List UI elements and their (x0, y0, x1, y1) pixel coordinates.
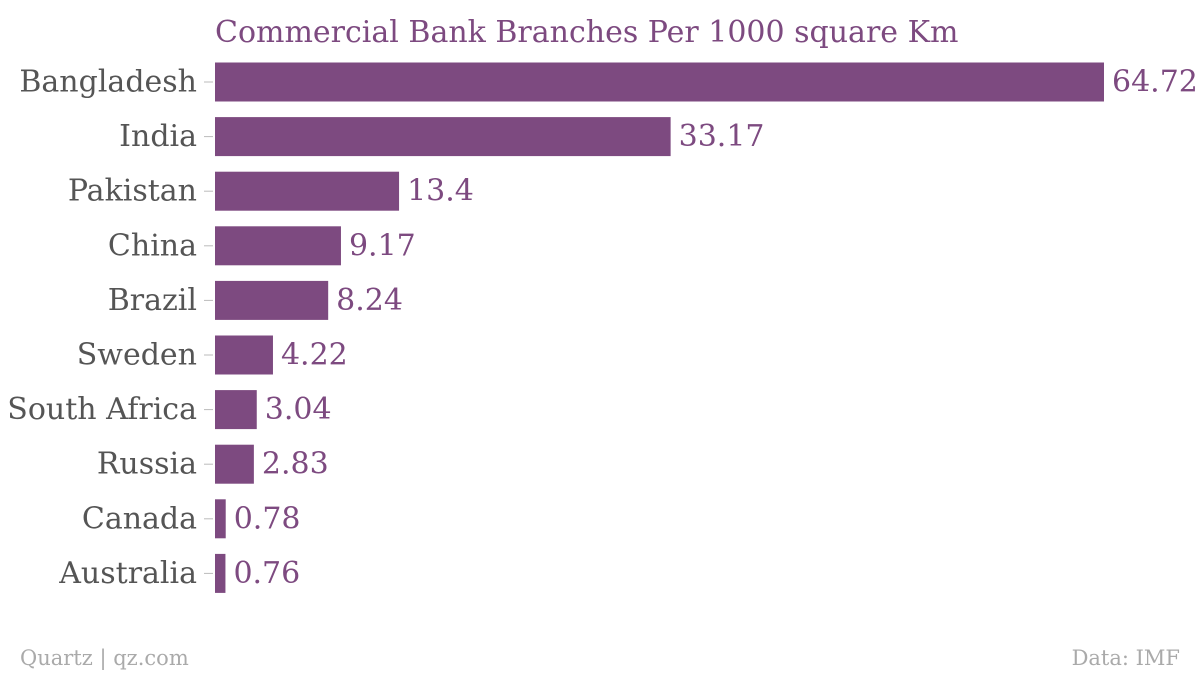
bar-brazil (215, 280, 329, 320)
category-label-australia: Australia (58, 556, 197, 591)
value-label-south-africa: 3.04 (265, 392, 332, 427)
bar-india (215, 117, 671, 157)
bar-russia (215, 444, 254, 484)
category-label-pakistan: Pakistan (68, 174, 197, 209)
value-label-australia: 0.76 (233, 556, 300, 591)
bar-canada (215, 499, 226, 539)
value-label-brazil: 8.24 (336, 283, 403, 318)
bar-south-africa (215, 390, 257, 430)
value-label-china: 9.17 (349, 228, 416, 263)
category-label-russia: Russia (97, 447, 197, 482)
value-label-bangladesh: 64.72 (1112, 65, 1198, 100)
bar-china (215, 226, 341, 266)
footer-source-left: Quartz | qz.com (20, 646, 189, 671)
bar-australia (215, 553, 226, 593)
plot-area: Bangladesh 64.72 India 33.17 Pakistan 13.4 Chi… (7, 62, 1198, 593)
category-label-india: India (119, 119, 197, 154)
value-label-pakistan: 13.4 (407, 174, 474, 209)
value-label-canada: 0.78 (234, 501, 301, 536)
footer-source-right: Data: IMF (1072, 646, 1180, 670)
bar-bangladesh (215, 62, 1104, 102)
category-label-china: China (108, 228, 197, 263)
category-label-brazil: Brazil (108, 283, 197, 318)
chart-title: Commercial Bank Branches Per 1000 square… (215, 15, 958, 50)
category-label-bangladesh: Bangladesh (19, 65, 197, 100)
value-label-russia: 2.83 (262, 447, 329, 482)
category-label-south-africa: South Africa (7, 392, 197, 427)
value-label-india: 33.17 (679, 119, 765, 154)
bar-pakistan (215, 171, 400, 211)
bar-sweden (215, 335, 273, 375)
category-label-sweden: Sweden (77, 338, 197, 373)
category-label-canada: Canada (82, 501, 197, 536)
value-label-sweden: 4.22 (281, 338, 348, 373)
